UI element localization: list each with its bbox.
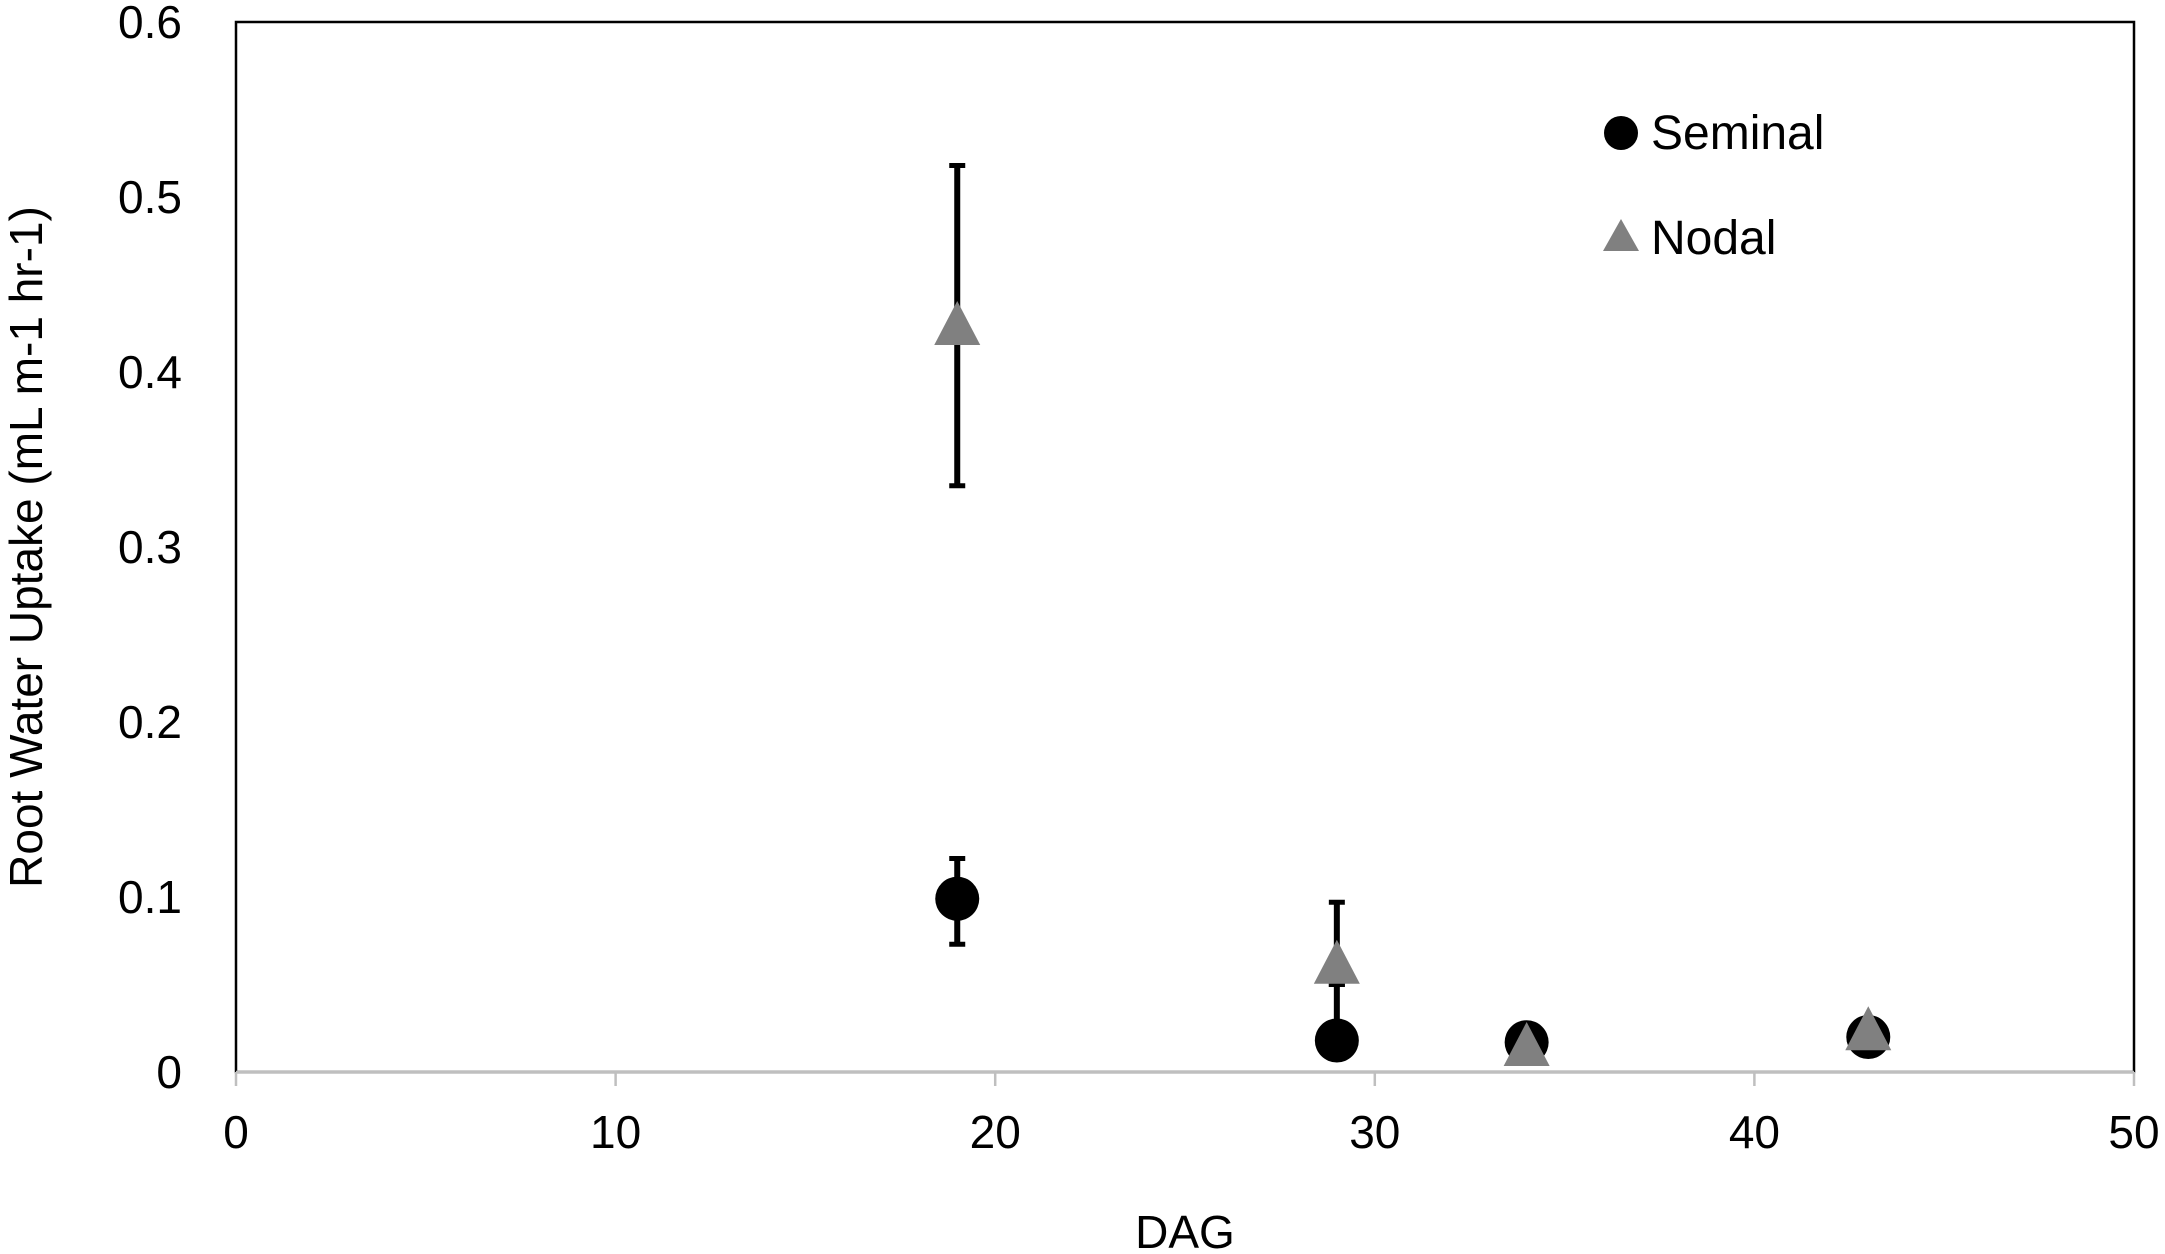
- x-axis-ticks: [234, 1072, 2136, 1086]
- y-tick-label: 0.4: [118, 346, 182, 398]
- y-axis-title: Root Water Uptake (mL m-1 hr-1): [0, 206, 52, 888]
- x-tick-label: 30: [1349, 1106, 1400, 1158]
- data-point-nodal: [1845, 1006, 1892, 1051]
- y-tick-label: 0.1: [118, 871, 182, 923]
- legend-marker-nodal: [1603, 219, 1639, 251]
- data-point-seminal: [1314, 1018, 1359, 1063]
- y-tick-label: 0.6: [118, 0, 182, 48]
- x-tick-label: 50: [2108, 1106, 2159, 1158]
- x-tick-label: 20: [970, 1106, 1021, 1158]
- x-tick-label: 0: [223, 1106, 249, 1158]
- data-point-nodal: [1503, 1021, 1550, 1066]
- legend-label-seminal: Seminal: [1651, 107, 1824, 160]
- data-point-nodal: [934, 300, 981, 345]
- legend-label-nodal: Nodal: [1651, 212, 1776, 265]
- y-tick-label: 0: [156, 1046, 182, 1098]
- y-axis-tick-labels: 0 0.1 0.2 0.3 0.4 0.5 0.6: [118, 0, 182, 1098]
- x-axis-title: DAG: [1135, 1206, 1235, 1254]
- x-tick-label: 10: [590, 1106, 641, 1158]
- data-point-nodal: [1313, 939, 1360, 984]
- y-tick-label: 0.5: [118, 171, 182, 223]
- y-tick-label: 0.2: [118, 696, 182, 748]
- legend-marker-seminal: [1604, 116, 1638, 150]
- y-tick-label: 0.3: [118, 521, 182, 573]
- data-point-seminal: [935, 876, 980, 921]
- x-tick-label: 40: [1729, 1106, 1780, 1158]
- legend: Seminal Nodal: [1603, 107, 1824, 265]
- x-axis-tick-labels: 0 10 20 30 40 50: [223, 1106, 2159, 1158]
- data-markers: [934, 300, 1892, 1066]
